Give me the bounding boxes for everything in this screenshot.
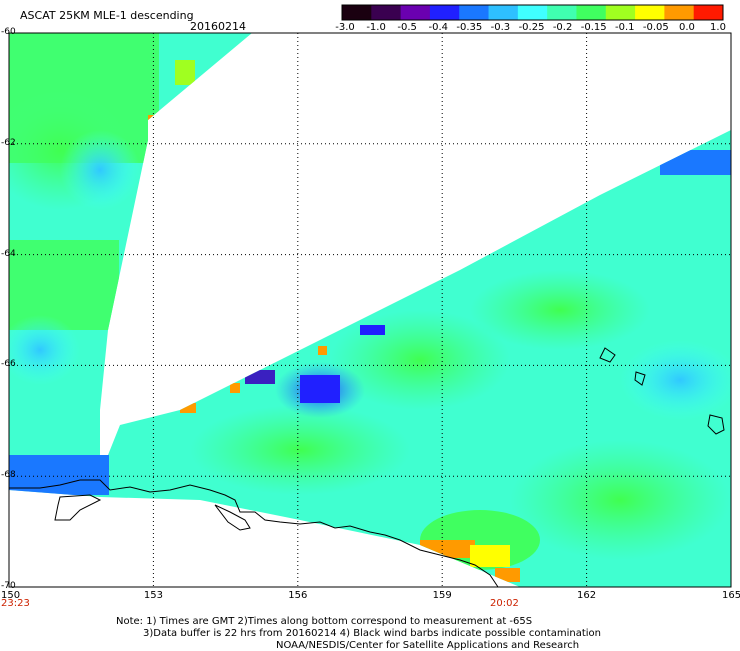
colorbar-label: -0.4 xyxy=(428,22,449,33)
colorbar-swatch xyxy=(459,5,490,20)
colorbar-label: -3.0 xyxy=(335,22,355,33)
latitude-tick-label: -68 xyxy=(1,470,16,481)
longitude-tick-label: 156 xyxy=(288,590,308,601)
pass-time-right: 20:02 xyxy=(490,598,519,609)
pass-time-left: 23:23 xyxy=(1,598,30,609)
colorbar xyxy=(341,4,724,21)
colorbar-swatch xyxy=(576,5,607,20)
colorbar-swatch xyxy=(547,5,577,20)
colorbar-label: 0.0 xyxy=(678,22,695,33)
colorbar-label: -0.15 xyxy=(580,22,607,33)
colorbar-swatch xyxy=(429,5,460,20)
latitude-tick-label: -66 xyxy=(1,359,16,370)
longitude-tick-label: 153 xyxy=(143,590,163,601)
colorbar-label: -0.2 xyxy=(552,22,573,33)
colorbar-swatch xyxy=(693,5,724,20)
data-swath xyxy=(9,33,731,587)
longitude-tick-label: 165 xyxy=(722,590,740,601)
colorbar-swatch xyxy=(635,5,665,20)
colorbar-swatch xyxy=(664,5,695,20)
latitude-tick-label: -60 xyxy=(1,27,16,37)
latitude-tick-label: -64 xyxy=(1,248,16,259)
colorbar-swatch xyxy=(371,5,402,20)
colorbar-label: -0.05 xyxy=(642,22,669,33)
longitude-tick-label: 150 xyxy=(1,590,21,601)
colorbar-swatch xyxy=(605,5,636,20)
coastline xyxy=(9,347,725,588)
note-line-3: NOAA/NESDIS/Center for Satellite Applica… xyxy=(276,640,580,651)
longitude-tick-label: 162 xyxy=(577,590,597,601)
plot-frame xyxy=(8,32,732,588)
note-line-1: Note: 1) Times are GMT 2)Times along bot… xyxy=(116,616,533,627)
colorbar-label: 1.0 xyxy=(710,22,726,33)
map-gridlines xyxy=(9,33,731,587)
colorbar-swatch xyxy=(342,5,372,20)
latitude-tick-label: -70 xyxy=(1,581,16,591)
colorbar-frame xyxy=(341,4,724,21)
colorbar-swatch xyxy=(400,5,431,20)
product-title: ASCAT 25KM MLE-1 descending xyxy=(20,9,194,22)
colorbar-label: -0.25 xyxy=(518,22,545,33)
colorbar-swatch xyxy=(488,5,519,20)
colorbar-label: -0.1 xyxy=(614,22,635,33)
product-date: 20160214 xyxy=(190,20,246,33)
colorbar-label: -0.35 xyxy=(456,22,483,33)
colorbar-label: -1.0 xyxy=(366,22,386,33)
colorbar-swatch xyxy=(517,5,548,20)
colorbar-label: -0.3 xyxy=(490,22,511,33)
longitude-tick-label: 159 xyxy=(432,590,452,601)
note-line-2: 3)Data buffer is 22 hrs from 20160214 4)… xyxy=(143,628,601,639)
colorbar-label: -0.5 xyxy=(397,22,417,33)
latitude-tick-label: -62 xyxy=(1,137,16,148)
